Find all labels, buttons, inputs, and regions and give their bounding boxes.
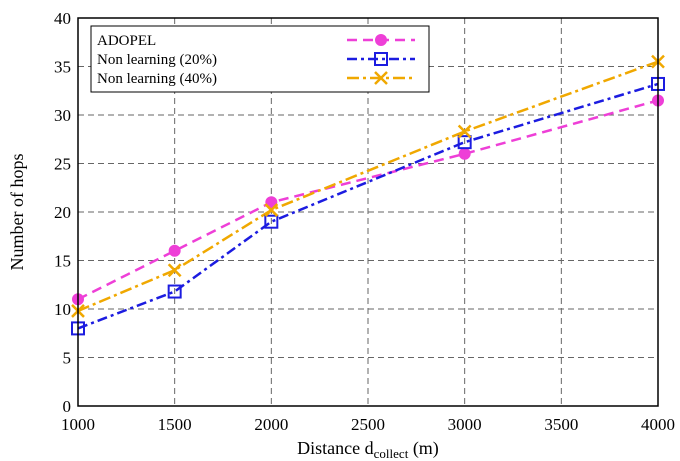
y-tick-label: 25	[54, 155, 71, 174]
x-tick-label: 1500	[158, 415, 192, 434]
legend-label-nl40: Non learning (40%)	[97, 71, 217, 87]
y-tick-label: 15	[54, 252, 71, 271]
data-point-series-0	[458, 147, 471, 160]
data-point-series-2	[264, 203, 279, 217]
legend-samples	[347, 34, 415, 85]
data-point-series-2	[167, 263, 182, 278]
data-point-series-1	[264, 214, 279, 229]
x-tick-label: 3000	[448, 415, 482, 434]
x-tick-label: 2000	[254, 415, 288, 434]
y-tick-label: 5	[63, 349, 72, 368]
y-tick-label: 30	[54, 106, 71, 125]
data-point-series-2	[457, 124, 472, 139]
y-tick-label: 20	[54, 203, 71, 222]
legend-marker-sample	[375, 34, 387, 46]
x-axis-label: Distance dcollect (m)	[297, 438, 439, 461]
legend-marker-sample	[374, 52, 388, 66]
legend-label-nl20: Non learning (20%)	[97, 52, 217, 68]
x-tick-labels: 1000 1500 2000 2500 3000 3500 4000	[61, 415, 675, 434]
x-axis-label-subscript: collect	[374, 446, 409, 461]
series-line-1	[77, 82, 659, 330]
x-tick-label: 3500	[544, 415, 578, 434]
data-point-series-1	[457, 135, 472, 150]
y-tick-labels: 0 5 10 15 20 25 30 35 40	[54, 9, 71, 416]
legend: ADOPEL Non learning (20%) Non learning (…	[90, 25, 430, 93]
x-axis-label-unit: (m)	[408, 438, 439, 459]
data-point-series-1	[167, 284, 182, 299]
x-axis-label-main: Distance d	[297, 438, 373, 458]
legend-label-adopel: ADOPEL	[97, 33, 156, 49]
y-tick-label: 10	[54, 300, 71, 319]
y-tick-label: 40	[54, 9, 71, 28]
x-tick-label: 2500	[351, 415, 385, 434]
data-markers	[71, 54, 665, 336]
x-tick-label: 1000	[61, 415, 95, 434]
plot-frame	[77, 17, 659, 407]
y-axis-label: Number of hops	[7, 154, 27, 271]
y-tick-label: 35	[54, 58, 71, 77]
data-point-series-0	[168, 244, 181, 257]
data-point-series-0	[265, 196, 278, 209]
x-tick-label: 4000	[641, 415, 675, 434]
y-tick-label: 0	[63, 397, 72, 416]
legend-marker-sample	[374, 71, 388, 85]
